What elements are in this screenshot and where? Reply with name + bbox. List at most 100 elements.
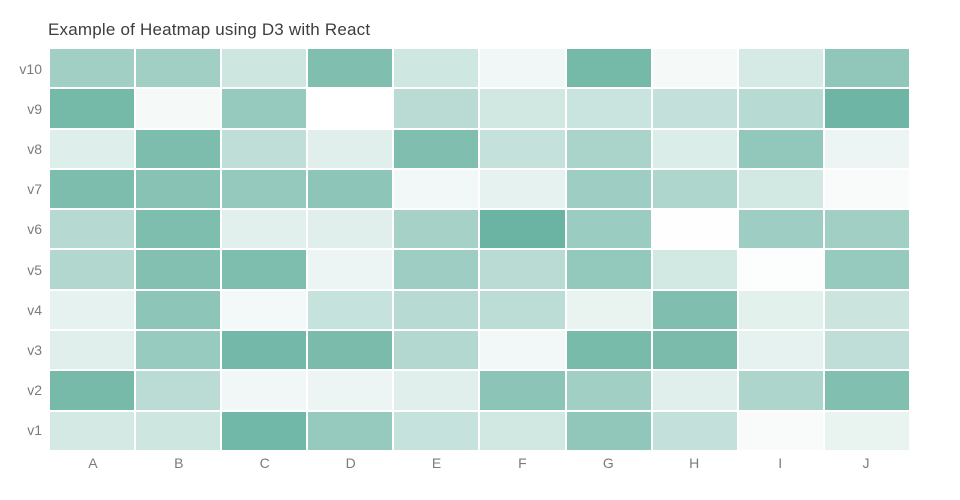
heatmap-cell[interactable] — [308, 129, 393, 168]
heatmap-cell[interactable] — [652, 411, 737, 450]
heatmap-cell[interactable] — [824, 290, 909, 330]
heatmap-cell[interactable] — [308, 89, 393, 128]
heatmap-cell[interactable] — [566, 169, 651, 209]
heatmap-cell[interactable] — [824, 250, 909, 289]
heatmap-cell[interactable] — [652, 331, 737, 370]
heatmap-cell[interactable] — [394, 129, 479, 168]
heatmap-cell[interactable] — [50, 129, 135, 168]
heatmap-cell[interactable] — [824, 331, 909, 370]
heatmap-cell[interactable] — [50, 290, 135, 330]
heatmap-cell[interactable] — [50, 210, 135, 249]
heatmap-cell[interactable] — [308, 371, 393, 410]
heatmap-cell[interactable] — [136, 169, 221, 209]
heatmap-cell[interactable] — [394, 331, 479, 370]
heatmap-cell[interactable] — [50, 250, 135, 289]
heatmap-cell[interactable] — [222, 89, 307, 128]
heatmap-cell[interactable] — [738, 49, 823, 88]
heatmap-cell[interactable] — [222, 169, 307, 209]
heatmap-cell[interactable] — [566, 411, 651, 450]
heatmap-cell[interactable] — [308, 250, 393, 289]
heatmap-cell[interactable] — [738, 411, 823, 450]
heatmap-cell[interactable] — [50, 411, 135, 450]
heatmap-cell[interactable] — [222, 371, 307, 410]
heatmap-cell[interactable] — [222, 411, 307, 450]
heatmap-cell[interactable] — [480, 210, 565, 249]
heatmap-cell[interactable] — [652, 371, 737, 410]
heatmap-cell[interactable] — [136, 250, 221, 289]
heatmap-cell[interactable] — [566, 89, 651, 128]
heatmap-cell[interactable] — [394, 371, 479, 410]
heatmap-cell[interactable] — [824, 89, 909, 128]
heatmap-cell[interactable] — [738, 250, 823, 289]
heatmap-cell[interactable] — [222, 331, 307, 370]
heatmap-cell[interactable] — [222, 250, 307, 289]
heatmap-cell[interactable] — [394, 250, 479, 289]
heatmap-cell[interactable] — [308, 290, 393, 330]
heatmap-cell[interactable] — [222, 290, 307, 330]
heatmap-cell[interactable] — [480, 250, 565, 289]
heatmap-cell[interactable] — [222, 49, 307, 88]
heatmap-cell[interactable] — [566, 250, 651, 289]
heatmap-cell[interactable] — [738, 290, 823, 330]
heatmap-cell[interactable] — [824, 169, 909, 209]
heatmap-cell[interactable] — [308, 169, 393, 209]
heatmap-cell[interactable] — [136, 331, 221, 370]
heatmap-cell[interactable] — [222, 129, 307, 168]
heatmap-cell[interactable] — [50, 371, 135, 410]
heatmap-cell[interactable] — [308, 411, 393, 450]
heatmap-cell[interactable] — [824, 129, 909, 168]
heatmap-cell[interactable] — [50, 331, 135, 370]
heatmap-cell[interactable] — [652, 250, 737, 289]
heatmap-cell[interactable] — [222, 210, 307, 249]
heatmap-cell[interactable] — [652, 290, 737, 330]
heatmap-cell[interactable] — [480, 331, 565, 370]
heatmap-cell[interactable] — [738, 210, 823, 249]
heatmap-cell[interactable] — [652, 210, 737, 249]
heatmap-cell[interactable] — [50, 89, 135, 128]
heatmap-cell[interactable] — [394, 411, 479, 450]
heatmap-cell[interactable] — [652, 89, 737, 128]
heatmap-cell[interactable] — [480, 411, 565, 450]
heatmap-cell[interactable] — [652, 49, 737, 88]
heatmap-cell[interactable] — [566, 210, 651, 249]
heatmap-cell[interactable] — [394, 290, 479, 330]
heatmap-cell[interactable] — [738, 331, 823, 370]
heatmap-cell[interactable] — [738, 169, 823, 209]
heatmap-cell[interactable] — [480, 371, 565, 410]
heatmap-cell[interactable] — [308, 210, 393, 249]
heatmap-cell[interactable] — [652, 129, 737, 168]
heatmap-cell[interactable] — [738, 89, 823, 128]
heatmap-cell[interactable] — [308, 49, 393, 88]
heatmap-cell[interactable] — [480, 169, 565, 209]
heatmap-cell[interactable] — [566, 129, 651, 168]
heatmap-cell[interactable] — [136, 290, 221, 330]
heatmap-cell[interactable] — [50, 49, 135, 88]
heatmap-cell[interactable] — [50, 169, 135, 209]
heatmap-cell[interactable] — [652, 169, 737, 209]
heatmap-cell[interactable] — [566, 371, 651, 410]
heatmap-cell[interactable] — [136, 371, 221, 410]
heatmap-cell[interactable] — [824, 371, 909, 410]
heatmap-cell[interactable] — [566, 331, 651, 370]
heatmap-cell[interactable] — [738, 129, 823, 168]
heatmap-cell[interactable] — [394, 210, 479, 249]
heatmap-cell[interactable] — [394, 169, 479, 209]
heatmap-cell[interactable] — [394, 49, 479, 88]
heatmap-cell[interactable] — [136, 210, 221, 249]
heatmap-cell[interactable] — [480, 129, 565, 168]
heatmap-cell[interactable] — [824, 411, 909, 450]
heatmap-cell[interactable] — [136, 49, 221, 88]
heatmap-cell[interactable] — [480, 290, 565, 330]
heatmap-cell[interactable] — [566, 49, 651, 88]
heatmap-cell[interactable] — [738, 371, 823, 410]
heatmap-cell[interactable] — [824, 210, 909, 249]
heatmap-cell[interactable] — [136, 129, 221, 168]
heatmap-cell[interactable] — [480, 49, 565, 88]
heatmap-cell[interactable] — [394, 89, 479, 128]
heatmap-cell[interactable] — [308, 331, 393, 370]
heatmap-cell[interactable] — [480, 89, 565, 128]
heatmap-cell[interactable] — [566, 290, 651, 330]
heatmap-cell[interactable] — [824, 49, 909, 88]
heatmap-cell[interactable] — [136, 89, 221, 128]
heatmap-cell[interactable] — [136, 411, 221, 450]
